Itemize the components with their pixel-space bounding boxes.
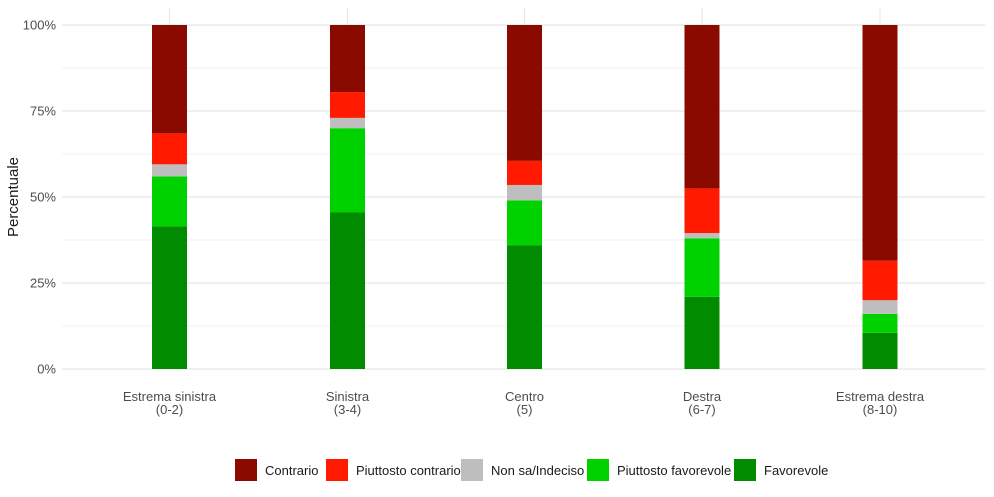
bar-segment (862, 332, 898, 369)
legend-key (326, 459, 348, 481)
bar-segment (507, 25, 542, 161)
bar-segment (152, 176, 187, 227)
bar-segment (507, 184, 542, 201)
legend: Contrario Piuttosto contrario Non sa/Indec… (235, 459, 828, 481)
x-tick-label: Destra (683, 389, 722, 404)
bar-segment (862, 300, 898, 314)
y-axis: 0% 25% 50% 75% 100% (23, 18, 57, 377)
bars (152, 25, 898, 369)
x-tick-label: (5) (517, 402, 533, 417)
bar-segment (507, 160, 542, 185)
bar-segment (862, 25, 898, 261)
bar-segment (684, 233, 720, 239)
legend-key (461, 459, 483, 481)
bar-segment (330, 117, 365, 129)
legend-label: Contrario (265, 463, 318, 478)
bar-segment (862, 313, 898, 333)
bar-segment (330, 212, 365, 369)
x-tick-label: Estrema destra (836, 389, 925, 404)
bar-segment (152, 164, 187, 177)
legend-key (587, 459, 609, 481)
bar-segment (507, 245, 542, 369)
x-tick-label: Centro (505, 389, 544, 404)
y-tick-label: 0% (37, 362, 56, 377)
x-tick-label: Estrema sinistra (123, 389, 217, 404)
bar-segment (152, 133, 187, 165)
y-axis-title: Percentuale (5, 157, 22, 237)
legend-label: Piuttosto contrario (356, 463, 461, 478)
x-axis: Estrema sinistra(0-2) Sinistra(3-4) Centro… (123, 389, 925, 417)
x-tick-label: (3-4) (334, 402, 361, 417)
y-tick-label: 50% (30, 190, 56, 205)
bar-segment (684, 188, 720, 234)
legend-label: Non sa/Indeciso (491, 463, 584, 478)
bar-segment (152, 226, 187, 369)
bar-segment (330, 25, 365, 93)
x-tick-label: (0-2) (156, 402, 183, 417)
legend-key (235, 459, 257, 481)
bar-segment (684, 238, 720, 297)
bar-segment (862, 260, 898, 301)
x-tick-label: (8-10) (863, 402, 898, 417)
bar-segment (330, 128, 365, 213)
legend-key (734, 459, 756, 481)
legend-label: Piuttosto favorevole (617, 463, 731, 478)
bar-segment (507, 200, 542, 246)
bar-segment (684, 25, 720, 189)
x-tick-label: (6-7) (688, 402, 715, 417)
bar-segment (330, 92, 365, 118)
bar-segment (684, 296, 720, 369)
x-tick-label: Sinistra (326, 389, 370, 404)
y-tick-label: 25% (30, 276, 56, 291)
y-tick-label: 100% (23, 18, 57, 33)
legend-label: Favorevole (764, 463, 828, 478)
bar-segment (152, 25, 187, 134)
y-tick-label: 75% (30, 104, 56, 119)
